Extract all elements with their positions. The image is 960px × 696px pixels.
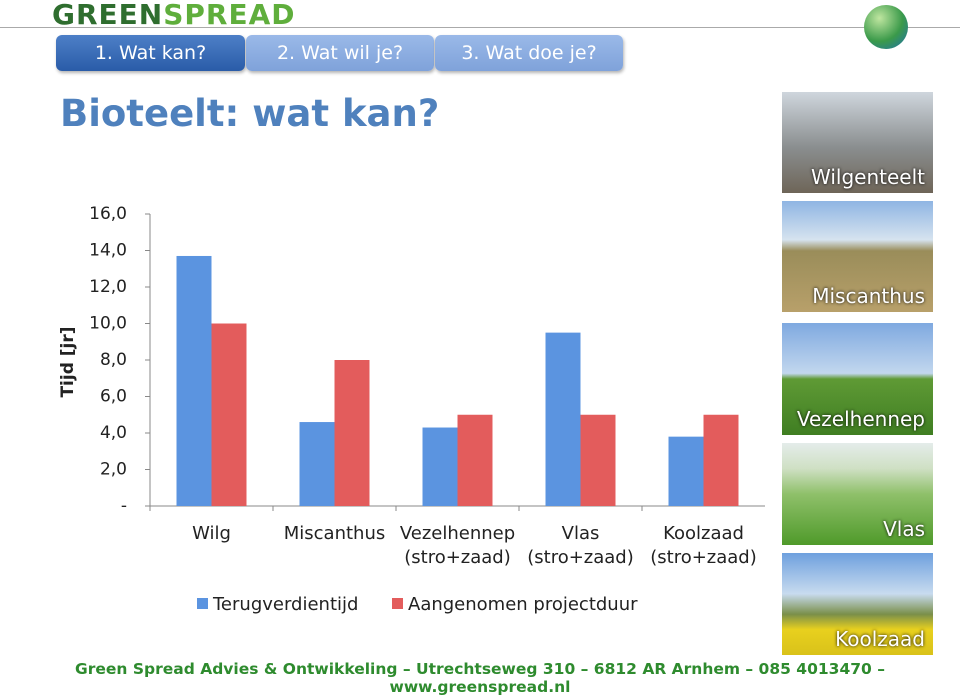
tab[interactable]: 2. Wat wil je? [246, 35, 434, 71]
bar [422, 427, 458, 506]
tab[interactable]: 3. Wat doe je? [435, 35, 623, 71]
chart: Tijd [jr] - 2,0 4,0 6,0 8,0 10,0 12,0 14,0 16,0 T… [58, 204, 765, 615]
bar [457, 414, 493, 506]
y-tick-label: 16,0 [89, 204, 127, 224]
bar [703, 414, 739, 506]
photo-label: Koolzaad [835, 627, 925, 651]
x-tick-label: Vlas (stro+zaad) [527, 523, 634, 568]
x-tick-label: Wilg [192, 523, 231, 544]
legend-label: Aangenomen projectduur [408, 594, 638, 615]
photo: Vlas [782, 443, 933, 545]
photo-label: Vezelhennep [796, 407, 925, 431]
bar [545, 332, 581, 506]
bar [580, 414, 616, 506]
header-rule [0, 27, 960, 28]
legend-label: Terugverdientijd [212, 594, 358, 615]
y-axis-label: Tijd [jr] [58, 326, 78, 397]
y-tick-label: 8,0 [100, 350, 127, 370]
y-tick-label: 10,0 [89, 314, 127, 334]
photo-label: Vlas [883, 517, 925, 541]
tab[interactable]: 1. Wat kan? [56, 35, 245, 71]
y-tick-label: - [121, 496, 127, 516]
x-tick-label: Miscanthus [283, 523, 386, 544]
photo: Wilgenteelt [782, 92, 933, 193]
y-tick-label: 2,0 [100, 460, 127, 480]
footer: Green Spread Advies & Ontwikkeling – Utr… [75, 660, 885, 696]
x-tick-label: Koolzaad (stro+zaad) [650, 523, 757, 568]
y-tick-label: 6,0 [100, 387, 127, 407]
logo-icon [864, 5, 908, 49]
logo-part: GREEN [52, 0, 164, 31]
bar [211, 323, 247, 506]
photo: Koolzaad [782, 553, 933, 655]
photo-label: Miscanthus [812, 284, 925, 308]
photo-label: Wilgenteelt [811, 165, 925, 189]
bar [334, 360, 370, 506]
legend-swatch [392, 598, 403, 609]
x-tick-label: Vezelhennep (stro+zaad) [399, 523, 516, 568]
bar [668, 436, 704, 506]
logo: GREENSPREAD [52, 0, 296, 31]
bar [299, 422, 335, 506]
bar [176, 255, 212, 506]
photo: Miscanthus [782, 201, 933, 312]
legend-swatch [197, 598, 208, 609]
y-tick-label: 4,0 [100, 423, 127, 443]
photo: Vezelhennep [782, 323, 933, 435]
y-tick-label: 14,0 [89, 241, 127, 261]
slide-title: Bioteelt: wat kan? [60, 92, 440, 135]
logo-part: SPREAD [163, 0, 296, 31]
y-tick-label: 12,0 [89, 277, 127, 297]
